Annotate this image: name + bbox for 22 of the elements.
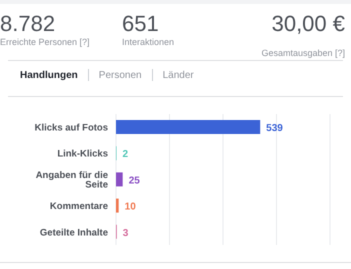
text: Personen	[98, 70, 142, 80]
text: 651	[122, 11, 159, 36]
y-tick-label: Geteilte Inhalte	[40, 227, 108, 238]
bar	[116, 120, 260, 134]
data-label: 2	[122, 149, 129, 160]
data-label: 539	[266, 123, 284, 134]
text: Gesamtausgaben [?]	[261, 48, 345, 58]
text: Erreichte Personen [?]	[0, 37, 90, 47]
y-tick-label: Klicks auf Fotos	[34, 122, 108, 134]
text: Handlungen	[20, 70, 78, 80]
y-tick-label: Angaben für die Seite	[36, 170, 108, 191]
text: Interaktionen	[122, 37, 174, 47]
data-label: 3	[122, 228, 129, 239]
data-label: 25	[128, 175, 140, 186]
text: 8.782	[0, 11, 56, 36]
y-tick-label: Link-Klicks	[57, 148, 108, 160]
text: Länder	[162, 70, 194, 80]
bar	[116, 172, 123, 186]
text: 30,00 €	[272, 11, 345, 36]
bar	[116, 198, 119, 213]
y-tick-label: Kommentare	[50, 201, 108, 212]
data-label: 10	[124, 202, 136, 213]
